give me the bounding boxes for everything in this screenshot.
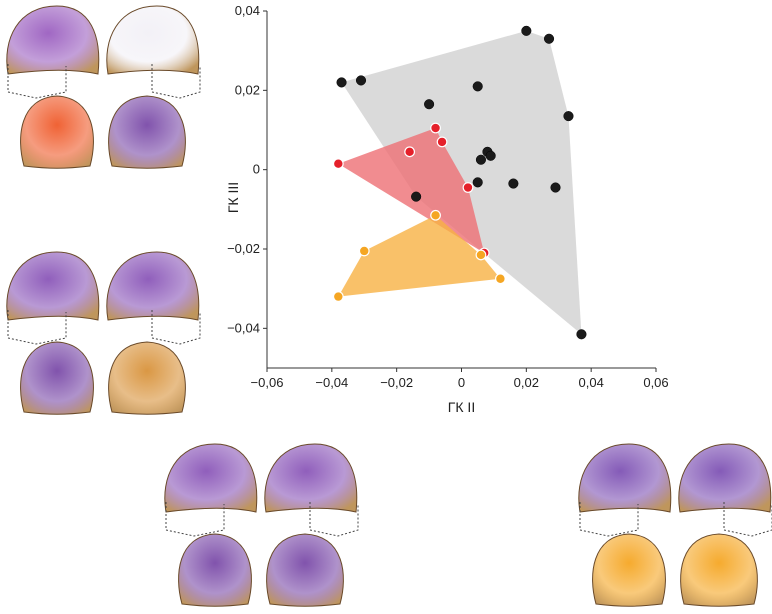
x-tick-label: 0,02	[514, 375, 539, 390]
x-axis-label: ГК II	[448, 399, 475, 415]
hull-polygon-1	[338, 128, 485, 253]
dashed-outline	[151, 64, 201, 99]
data-point-series-1	[332, 158, 344, 170]
data-point-series-1	[430, 122, 441, 134]
skull-shape	[6, 251, 100, 321]
x-tick-label: −0,06	[251, 375, 284, 390]
skull-shape	[264, 443, 358, 513]
data-point-series-0	[472, 177, 483, 188]
skull-shape	[592, 533, 666, 607]
y-tick-label: −0,02	[227, 241, 260, 256]
skull-shape	[266, 533, 344, 607]
dashed-outline	[7, 310, 67, 345]
axes: −0,06 −0,04 −0,02 0 0,02 0,04 0,06 −0,04 −0,02 0 0…	[227, 3, 669, 390]
data-point-series-2	[475, 249, 487, 261]
x-tick-label: −0,02	[380, 375, 413, 390]
x-tick-label: −0,04	[315, 375, 348, 390]
data-point-series-0	[563, 111, 574, 122]
data-point-series-0	[508, 178, 519, 189]
dashed-outline	[309, 502, 359, 537]
dashed-outline	[151, 310, 201, 345]
skull-shape	[106, 5, 200, 75]
dashed-outline	[723, 502, 772, 537]
hull-polygon-2	[338, 215, 501, 297]
x-tick-label: 0,06	[643, 375, 668, 390]
skull-figure-1	[6, 251, 201, 415]
skull-shape	[178, 533, 252, 607]
dashed-outline	[579, 502, 639, 537]
data-point-series-0	[543, 33, 555, 44]
skull-shape	[20, 341, 94, 415]
data-point-series-0	[355, 75, 367, 86]
skull-figure-3	[578, 443, 772, 607]
data-point-series-0	[336, 77, 347, 88]
hull-polygons	[338, 30, 582, 335]
data-point-series-0	[521, 25, 532, 36]
skull-shape	[6, 5, 100, 75]
plot-area: −0,06 −0,04 −0,02 0 0,02 0,04 0,06 −0,04 −0,02 0 0…	[225, 3, 669, 415]
y-tick-label: 0,04	[235, 3, 260, 18]
x-tick-label: 0,04	[579, 375, 604, 390]
data-point-series-0	[576, 329, 587, 340]
data-point-series-2	[430, 209, 441, 221]
x-tick-label: 0	[458, 375, 465, 390]
skull-shape	[680, 533, 758, 607]
skull-shape	[108, 341, 186, 415]
skull-figure-2	[164, 443, 359, 607]
skull-shape	[108, 95, 186, 169]
data-point-series-0	[411, 191, 422, 202]
data-point-series-0	[472, 81, 483, 92]
y-tick-label: 0	[253, 162, 260, 177]
y-tick-label: −0,04	[227, 320, 260, 335]
dashed-outline	[7, 64, 67, 99]
data-point-series-0	[475, 154, 487, 165]
skull-shape	[164, 443, 258, 513]
data-point-series-1	[436, 136, 448, 148]
y-axis-label: ГК III	[225, 182, 241, 213]
data-point-series-1	[462, 182, 474, 193]
dashed-outline	[165, 502, 225, 537]
data-point-series-0	[550, 182, 561, 193]
skull-shape	[578, 443, 672, 513]
skull-figures	[6, 5, 772, 607]
skull-shape	[678, 443, 772, 513]
skull-figure-0	[6, 5, 201, 169]
data-point-series-0	[485, 150, 496, 161]
skull-shape	[20, 95, 94, 169]
skull-shape	[106, 251, 200, 321]
data-point-series-2	[495, 273, 506, 285]
y-tick-label: 0,02	[235, 82, 260, 97]
data-point-series-2	[358, 245, 370, 257]
data-point-series-0	[424, 99, 435, 110]
data-point-series-1	[404, 146, 416, 158]
data-point-series-2	[332, 291, 344, 303]
data-points	[332, 25, 587, 340]
